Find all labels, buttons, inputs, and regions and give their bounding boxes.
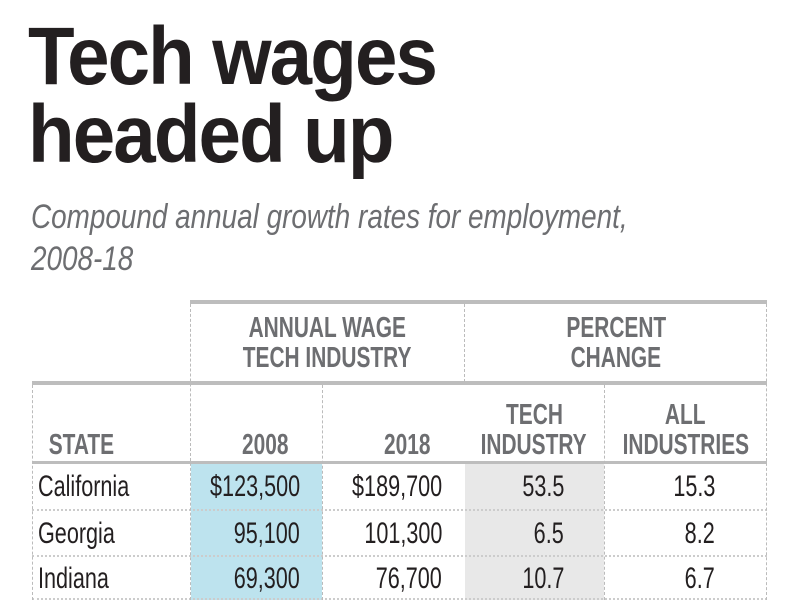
table-cell: California <box>32 464 190 510</box>
headline: Tech wages headed up <box>28 11 438 180</box>
table-cell: 76,700 <box>322 557 464 600</box>
table-cell: Georgia <box>32 511 190 556</box>
row-divider <box>32 598 767 601</box>
header-text: PERCENT <box>566 312 666 344</box>
cell-value: 15.3 <box>672 470 715 503</box>
table-cell: 6.5 <box>464 511 604 556</box>
cell-value: 76,700 <box>375 561 442 595</box>
cell-value: $123,500 <box>209 470 300 503</box>
table-cell: 6.7 <box>604 557 767 600</box>
table-cell: 10.7 <box>464 557 604 600</box>
header-text: CHANGE <box>570 342 662 374</box>
cell-value: 6.7 <box>684 561 715 595</box>
highlight-2008-column <box>191 464 322 600</box>
table-cell: $123,500 <box>190 464 322 510</box>
table-cell: 69,300 <box>190 557 322 600</box>
column-header-line-2: STATE <box>48 429 115 461</box>
group-header-percent-change: PERCENT CHANGE <box>464 304 767 382</box>
column-header-line-2: INDUSTRIES <box>622 429 749 461</box>
cell-value: $189,700 <box>351 470 442 503</box>
table-cell: $189,700 <box>322 464 464 510</box>
column-divider <box>32 385 33 600</box>
header-text: ANNUAL WAGE <box>248 312 406 344</box>
table-cell: 101,300 <box>322 511 464 556</box>
table-cell: 95,100 <box>190 511 322 556</box>
headline-line-2: headed up <box>28 89 394 180</box>
header-text: TECH INDUSTRY <box>242 342 412 374</box>
column-header-line-2: 2008 <box>242 429 289 461</box>
column-header: STATE <box>32 386 190 460</box>
column-divider <box>604 385 605 600</box>
cell-value: Georgia <box>38 516 115 550</box>
cell-value: 8.2 <box>684 516 715 550</box>
column-header: ALL INDUSTRIES <box>604 386 767 460</box>
row-divider <box>32 555 767 558</box>
column-header: 2008 <box>190 386 322 460</box>
table-cell: Indiana <box>32 557 190 600</box>
cell-value: 53.5 <box>521 470 564 503</box>
column-header-line-2: 2018 <box>384 429 431 461</box>
cell-value: California <box>38 470 130 503</box>
top-rule <box>190 300 767 304</box>
cell-value: 6.5 <box>533 516 564 550</box>
headline-line-1: Tech wages <box>28 11 438 102</box>
column-header-line-2: INDUSTRY <box>481 429 587 461</box>
table-cell: 53.5 <box>464 464 604 510</box>
column-divider <box>322 385 323 600</box>
cell-value: 69,300 <box>233 561 300 595</box>
subtitle: Compound annual growth rates for employm… <box>31 196 628 280</box>
group-header-annual-wage: ANNUAL WAGE TECH INDUSTRY <box>190 304 464 382</box>
column-header-rule <box>32 461 767 464</box>
subtitle-line-1: Compound annual growth rates for employm… <box>31 198 628 236</box>
column-header-line-1: TECH <box>505 399 563 431</box>
column-header: TECH INDUSTRY <box>464 386 604 460</box>
cell-value: 101,300 <box>363 516 442 550</box>
subtitle-line-2: 2008-18 <box>31 240 134 278</box>
table-cell: 8.2 <box>604 511 767 556</box>
column-header: 2018 <box>322 386 464 460</box>
table-cell: 15.3 <box>604 464 767 510</box>
cell-value: 10.7 <box>521 561 564 595</box>
highlight-tech-column <box>465 464 604 600</box>
cell-value: Indiana <box>38 561 109 595</box>
column-divider <box>766 304 767 600</box>
column-divider <box>190 304 191 600</box>
group-header-rule <box>32 381 767 385</box>
cell-value: 95,100 <box>233 516 300 550</box>
row-divider <box>32 509 767 512</box>
column-header-line-1: ALL <box>665 399 706 431</box>
